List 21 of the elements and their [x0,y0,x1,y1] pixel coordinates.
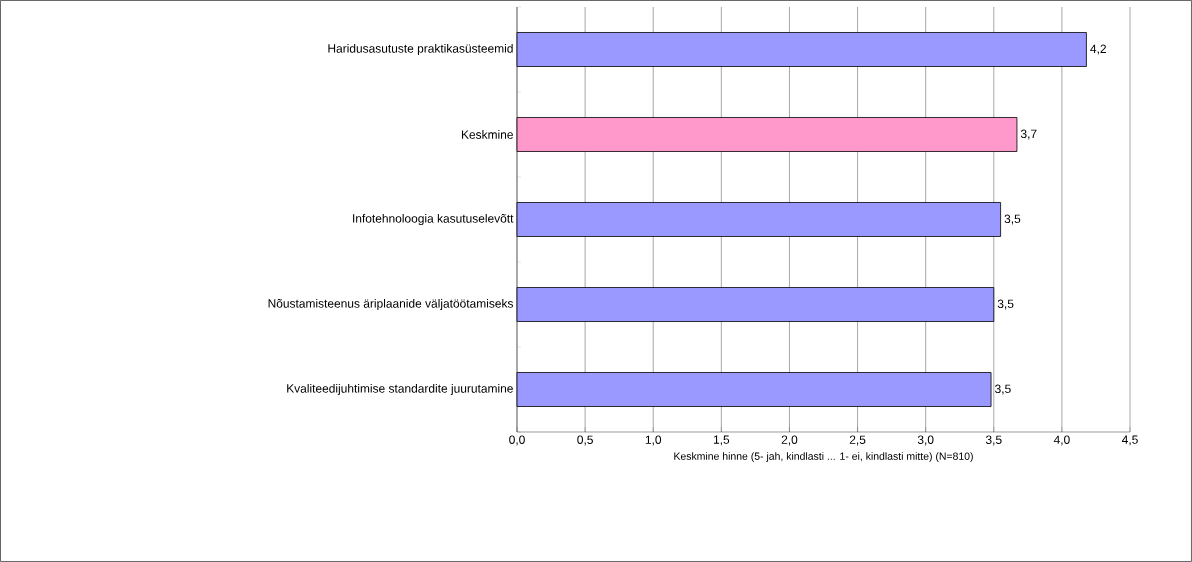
x-tick-label: 3,5 [985,435,1002,446]
y-tick-label: Kvaliteedijuhtimise standardite juurutamine [287,383,513,396]
y-tick-label: Haridusasutuste praktikasüsteemid [328,43,513,56]
x-tick-label: 4,5 [1121,435,1138,446]
x-tick-label: 3,0 [917,435,934,446]
x-tick-label: 2,0 [781,435,798,446]
data-label: 4,2 [1090,44,1106,55]
x-tick-label: 2,5 [849,435,866,446]
x-tick-label: 1,5 [713,435,730,446]
x-tick-label: 0,5 [577,435,593,446]
x-tick-label: 1,0 [645,435,662,446]
y-tick-label: Keskmine [461,130,513,139]
x-tick-label: 0,0 [509,435,525,446]
y-tick-label: Nõustamisteenus äriplaanide väljatöötamiseks [268,298,513,311]
x-axis-title: Keskmine hinne (5- jah, kindlasti ... 1- ei, kindlasti mitte) (N=810) [674,452,973,462]
y-tick-label: Infotehnoloogia kasutuselevõtt [353,213,514,226]
data-label: 3,7 [1020,129,1037,140]
data-label: 3,5 [997,299,1014,310]
x-tick-label: 4,0 [1053,435,1070,446]
data-label: 3,5 [1004,214,1021,225]
data-label: 3,5 [995,384,1011,395]
